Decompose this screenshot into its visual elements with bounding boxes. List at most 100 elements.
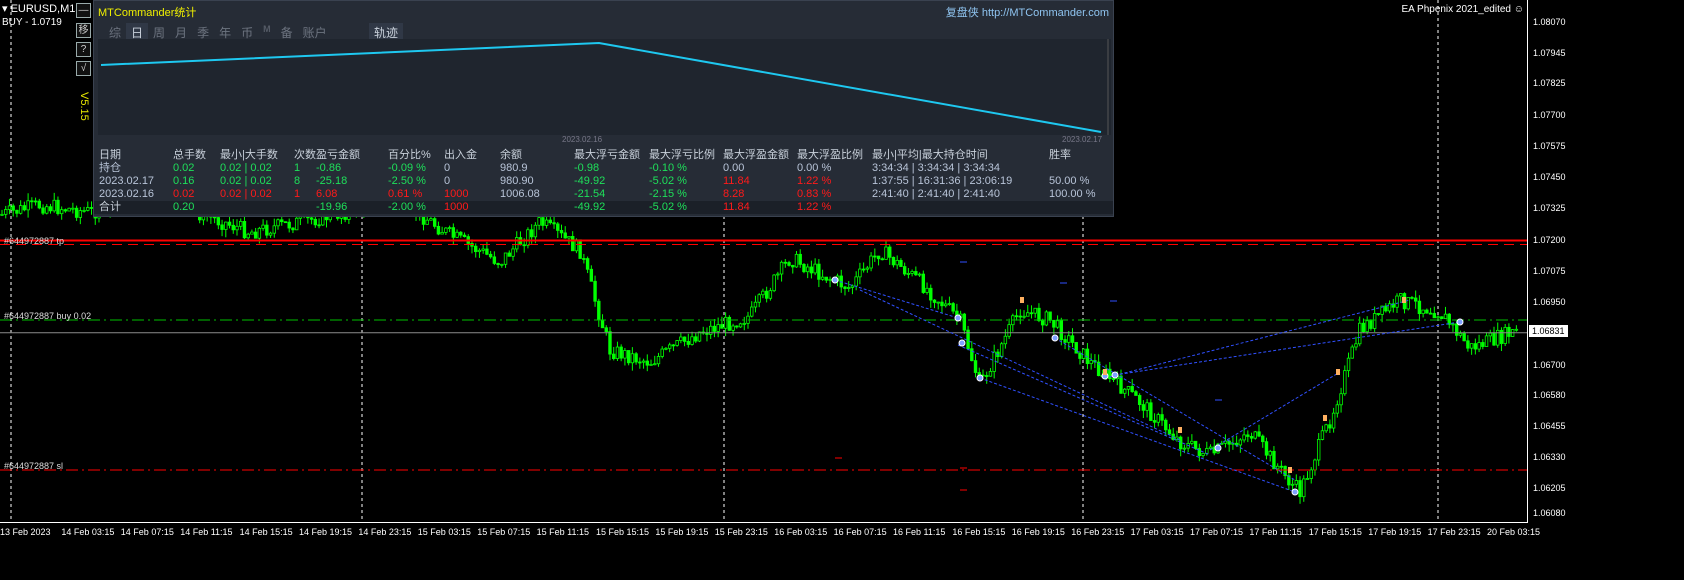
candle-body bbox=[660, 348, 664, 357]
trade-arrow bbox=[1336, 369, 1340, 375]
tab-4[interactable]: 季 bbox=[197, 26, 210, 40]
tab-7[interactable]: M bbox=[263, 24, 271, 34]
candle-body bbox=[772, 274, 776, 292]
tab-3[interactable]: 月 bbox=[175, 26, 188, 40]
time-tick: 15 Feb 23:15 bbox=[714, 527, 768, 537]
candle-body bbox=[1123, 388, 1127, 394]
time-axis[interactable] bbox=[0, 522, 1528, 523]
cell: 3:34:34 | 3:34:34 | 3:34:34 bbox=[872, 162, 1001, 174]
candle-body bbox=[74, 207, 79, 218]
tab-1[interactable]: 日 bbox=[126, 23, 149, 42]
candle-body bbox=[48, 206, 53, 212]
price-tick: 1.07075 bbox=[1533, 265, 1566, 276]
candle-body bbox=[1428, 312, 1433, 315]
trade-line bbox=[957, 344, 1211, 456]
candle-body bbox=[1440, 316, 1444, 320]
candle-body bbox=[268, 232, 273, 236]
candle-body bbox=[828, 278, 832, 281]
candle-body bbox=[742, 322, 746, 325]
candle-body bbox=[1063, 339, 1067, 343]
candle-body bbox=[697, 331, 702, 342]
candle-body bbox=[30, 200, 34, 203]
candle-body bbox=[1447, 313, 1451, 325]
candle-body bbox=[212, 216, 217, 219]
cell: 11.84 bbox=[723, 175, 750, 187]
tab-6[interactable]: 币 bbox=[241, 26, 254, 40]
trade-arrow bbox=[1402, 297, 1406, 303]
tab-0[interactable]: 综 bbox=[109, 26, 122, 40]
cell: 0.00 % bbox=[797, 162, 832, 174]
tab-5[interactable]: 年 bbox=[219, 26, 232, 40]
candle-body bbox=[608, 331, 612, 355]
time-tick: 17 Feb 07:15 bbox=[1190, 527, 1244, 537]
candle-body bbox=[1339, 393, 1343, 406]
candle-body bbox=[940, 301, 944, 307]
candle-body bbox=[925, 287, 929, 293]
candle-body bbox=[1492, 332, 1496, 346]
candle-body bbox=[1451, 323, 1455, 326]
candle-body bbox=[1070, 335, 1075, 343]
candle-body bbox=[675, 340, 679, 346]
candle-body bbox=[895, 259, 899, 266]
candle-body bbox=[809, 266, 814, 274]
panel-title: MTCommander统计 bbox=[98, 7, 197, 19]
candle-body bbox=[1514, 328, 1519, 331]
candle-body bbox=[1369, 320, 1373, 329]
version-label: V5.15 bbox=[78, 92, 90, 121]
equity-mini-chart: 2023.02.16 2023.02.17 bbox=[98, 39, 1111, 144]
candle-body bbox=[1477, 342, 1481, 350]
candle-body bbox=[585, 258, 590, 270]
trade-line bbox=[1209, 371, 1341, 451]
candle-body bbox=[503, 252, 508, 265]
candle-body bbox=[623, 350, 627, 359]
candle-body bbox=[220, 224, 224, 230]
tab-track[interactable]: 轨迹 bbox=[369, 23, 404, 42]
candle-body bbox=[1503, 326, 1507, 344]
cell: 980.90 bbox=[500, 175, 534, 187]
candle-body bbox=[966, 329, 970, 350]
price-tick: 1.08070 bbox=[1533, 17, 1566, 27]
time-tick: 14 Feb 11:15 bbox=[180, 527, 233, 537]
tab-2[interactable]: 周 bbox=[153, 26, 166, 40]
trade-arrow bbox=[1178, 427, 1182, 433]
trade-line bbox=[1114, 321, 1461, 376]
candle-body bbox=[869, 255, 873, 269]
tab-9[interactable]: 账户 bbox=[302, 26, 327, 40]
time-tick: 17 Feb 03:15 bbox=[1130, 527, 1184, 537]
candle-body bbox=[1055, 320, 1060, 328]
cell: 1006.08 bbox=[500, 188, 540, 200]
help-button[interactable]: ? bbox=[76, 42, 91, 57]
candle-body bbox=[757, 294, 761, 303]
candle-body bbox=[529, 229, 534, 238]
time-tick: 17 Feb 19:15 bbox=[1368, 527, 1422, 537]
candle-body bbox=[11, 205, 15, 211]
check-button[interactable]: √ bbox=[76, 61, 91, 76]
candle-body bbox=[656, 356, 661, 365]
candle-body bbox=[988, 371, 993, 377]
candle-body bbox=[992, 351, 996, 372]
cell: 50.00 % bbox=[1049, 175, 1090, 187]
candle-body bbox=[690, 336, 694, 345]
candle-body bbox=[1380, 305, 1384, 315]
candle-body bbox=[1316, 439, 1321, 461]
cell: 2023.02.16 bbox=[99, 188, 155, 200]
candle-body bbox=[824, 276, 829, 281]
minimize-button[interactable]: — bbox=[76, 3, 91, 18]
tab-8[interactable]: 备 bbox=[280, 26, 293, 40]
website-link[interactable]: 复盘侠 http://MTCommander.com bbox=[945, 7, 1109, 19]
candle-body bbox=[1350, 346, 1354, 359]
cell: 最大浮亏金额 bbox=[574, 149, 640, 161]
candle-body bbox=[716, 324, 720, 332]
candle-body bbox=[619, 346, 623, 359]
cell: -2.00 % bbox=[388, 201, 426, 213]
candle-body bbox=[731, 325, 735, 331]
candle-body bbox=[4, 209, 8, 215]
move-button[interactable]: 移 bbox=[76, 23, 91, 38]
time-tick: 16 Feb 19:15 bbox=[1011, 527, 1065, 537]
price-axis[interactable] bbox=[1527, 0, 1528, 522]
cell: 持仓 bbox=[99, 162, 121, 174]
cell: -49.92 bbox=[574, 201, 606, 213]
candle-body bbox=[1283, 465, 1287, 477]
candle-body bbox=[738, 323, 743, 328]
candle-body bbox=[246, 233, 250, 239]
